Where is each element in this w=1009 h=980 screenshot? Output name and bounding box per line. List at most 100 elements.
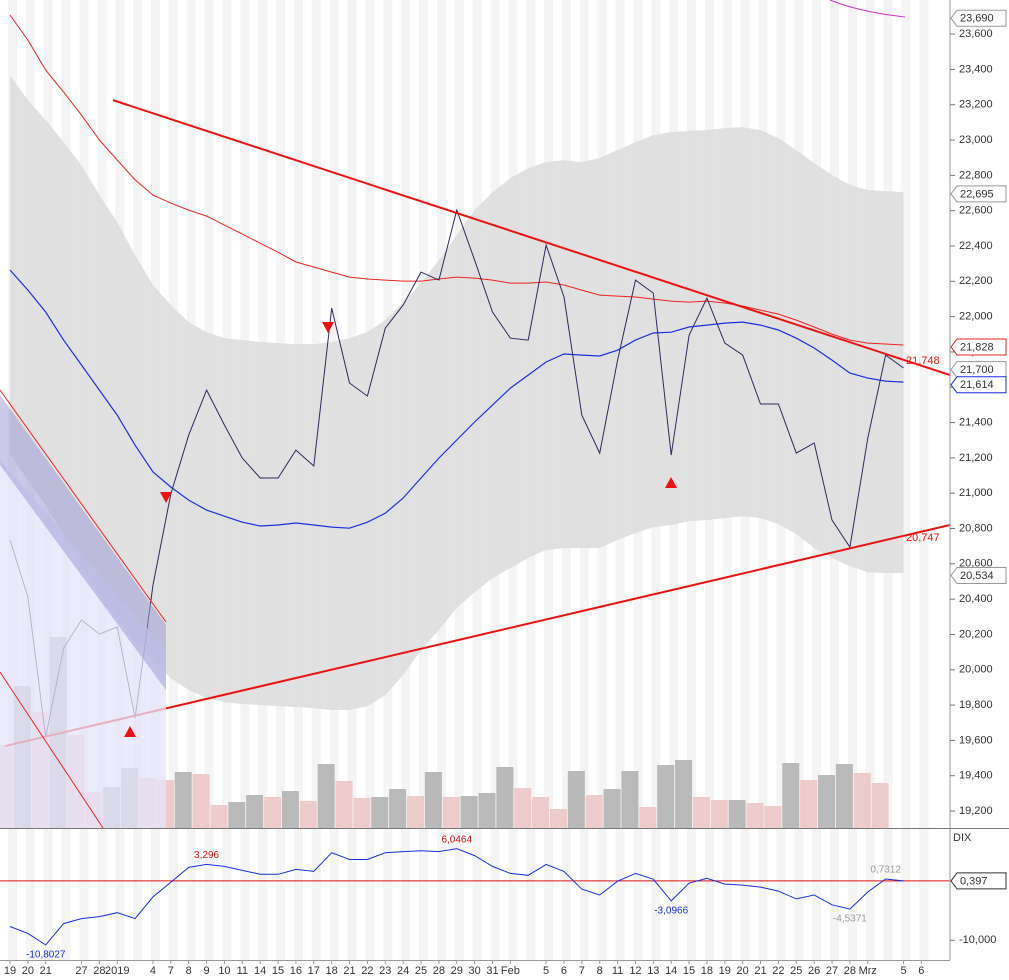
volume-bar [174, 772, 192, 828]
y-tick-label: 20,200 [959, 628, 993, 640]
price-line [9, 269, 904, 529]
data-label: -3,0966 [654, 906, 688, 917]
x-tick-label: 25 [415, 965, 427, 977]
volume-bar [353, 798, 371, 828]
volume-bar [835, 764, 853, 828]
x-tick-label: Feb [501, 965, 520, 977]
x-tick-label: 26 [808, 965, 820, 977]
y-tick-label: 19,400 [959, 770, 993, 782]
dix-title: DIX [953, 832, 972, 844]
price-tag [950, 338, 1007, 356]
x-tick-label: 27 [826, 965, 838, 977]
x-tick-label: 5 [900, 965, 906, 977]
x-tick-label: 7 [579, 965, 585, 977]
volume-bar [800, 780, 818, 828]
x-tick-label: 21 [343, 965, 355, 977]
price-tag-label: 20,534 [960, 570, 994, 582]
volume-bar [424, 772, 442, 828]
dix-panel [0, 848, 950, 946]
volume-bar [585, 795, 603, 828]
x-tick-label: 6 [561, 965, 567, 977]
price-tag [950, 872, 1007, 890]
volume-bar [407, 796, 425, 828]
volume-bar [228, 802, 246, 828]
volume-bar [299, 801, 317, 828]
x-tick-label: 16 [290, 965, 302, 977]
volume-bar [621, 771, 639, 828]
volume-bar [478, 793, 496, 828]
trendline-label: 20,747 [906, 532, 940, 544]
price-tag-label: 0,397 [960, 875, 988, 887]
price-tag [950, 566, 1007, 584]
x-tick-label: 18 [701, 965, 713, 977]
y-tick-label: 22,000 [959, 311, 993, 323]
price-tag-label: 22,695 [960, 188, 994, 200]
y-tick-label: 21,400 [959, 416, 993, 428]
data-label: 3,296 [194, 850, 219, 861]
x-tick-label: 14 [665, 965, 677, 977]
x-tick-label: 28 [844, 965, 856, 977]
x-tick-label: 22 [772, 965, 784, 977]
volume-bar [710, 800, 728, 828]
y-tick-label: 22,600 [959, 205, 993, 217]
channel-line [0, 389, 167, 623]
x-tick-label: 22 [361, 965, 373, 977]
volume-bar [675, 760, 693, 828]
x-tick-label: 9 [204, 965, 210, 977]
x-tick-label: 20 [22, 965, 34, 977]
x-tick-label: 8 [186, 965, 192, 977]
y-tick-label: 23,200 [959, 99, 993, 111]
volume-bar [460, 796, 478, 828]
volume-bar [782, 763, 800, 828]
decorations [0, 0, 906, 828]
y-tick-label: -10,000 [959, 934, 996, 946]
volume-bar [853, 773, 871, 828]
x-tick-label: 18 [326, 965, 338, 977]
x-tick-label: 20 [737, 965, 749, 977]
price-tag-label: 21,828 [960, 341, 994, 353]
trendline [112, 99, 950, 377]
x-tick-label: 13 [647, 965, 659, 977]
channel-band [0, 395, 166, 690]
channel-fill [0, 460, 166, 828]
x-tick-label: 25 [790, 965, 802, 977]
volume-bar [603, 789, 621, 828]
y-tick-label: 19,600 [959, 734, 993, 746]
trendline-label: 21,748 [906, 355, 940, 367]
y-tick-label: 22,400 [959, 240, 993, 252]
volume-bar [192, 774, 210, 828]
volume-bar [389, 789, 407, 828]
x-tick-label: 29 [451, 965, 463, 977]
x-tick-label: Mrz [859, 965, 877, 977]
price-tag-label: 21,614 [960, 379, 994, 391]
channel-line [0, 671, 104, 828]
y-tick-label: 19,200 [959, 805, 993, 817]
x-tick-label: 21 [40, 965, 52, 977]
y-tick-label: 20,400 [959, 593, 993, 605]
volume-bar [692, 797, 710, 828]
volume-bar [818, 775, 836, 828]
x-tick-label: 11 [237, 965, 248, 977]
x-tick-label: 28 [93, 965, 105, 977]
bollinger-band [10, 75, 904, 711]
x-tick-label: 31 [486, 965, 498, 977]
signal-up [124, 726, 136, 737]
y-tick-label: 19,800 [959, 699, 993, 711]
volume-bar [496, 767, 514, 828]
dix-line [9, 848, 904, 946]
stripe [901, 0, 911, 960]
data-label: -10,8027 [26, 950, 66, 961]
volume-bar [335, 781, 353, 828]
y-tick-label: 20,600 [959, 558, 993, 570]
price-tag [950, 185, 1007, 203]
upper-curve [829, 0, 906, 18]
signal-down [160, 492, 172, 503]
volume-bar [281, 791, 299, 828]
data-label: 6,0464 [441, 834, 472, 845]
y-tick-label: 22,800 [959, 169, 993, 181]
volume-bar [246, 795, 264, 828]
x-tick-label: 21 [754, 965, 766, 977]
y-tick-label: 20,000 [959, 664, 993, 676]
volume-bar [549, 809, 567, 828]
